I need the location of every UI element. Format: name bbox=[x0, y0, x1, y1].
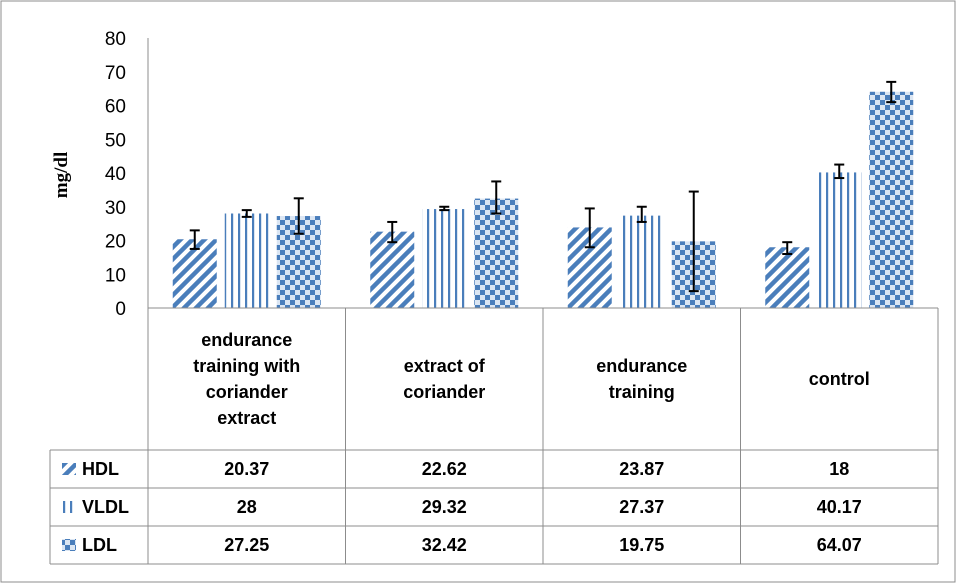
legend-label-vldl: VLDL bbox=[82, 497, 129, 517]
bar-hdl-0 bbox=[172, 239, 217, 308]
value-vldl-3: 40.17 bbox=[817, 497, 862, 517]
category-label-line: extract bbox=[217, 408, 276, 428]
bar-vldl-3 bbox=[817, 172, 862, 308]
value-hdl-1: 22.62 bbox=[422, 459, 467, 479]
data-table: endurance training with coriander extract ex… bbox=[49, 307, 939, 565]
legend-key-ldl bbox=[62, 539, 76, 551]
category-label-1: extract of coriander bbox=[403, 356, 486, 402]
bar-ldl-1 bbox=[474, 198, 519, 308]
value-vldl-1: 29.32 bbox=[422, 497, 467, 517]
category-label-line: endurance bbox=[201, 330, 292, 350]
category-label-2: endurance training bbox=[596, 356, 687, 402]
y-tick-label: 30 bbox=[105, 198, 126, 219]
value-ldl-1: 32.42 bbox=[422, 535, 467, 555]
error-bar-ldl-3 bbox=[886, 80, 897, 104]
value-hdl-3: 18 bbox=[829, 459, 849, 479]
category-label-0: endurance training with coriander extract bbox=[193, 330, 300, 428]
category-label-line: coriander bbox=[206, 382, 288, 402]
y-tick-label: 50 bbox=[105, 130, 126, 151]
error-bar-ldl-0 bbox=[293, 197, 304, 235]
legend-label-hdl: HDL bbox=[82, 459, 119, 479]
error-bar-vldl-0 bbox=[241, 209, 252, 218]
bars-group bbox=[172, 91, 914, 308]
value-ldl-2: 19.75 bbox=[619, 535, 664, 555]
value-hdl-2: 23.87 bbox=[619, 459, 664, 479]
error-bar-vldl-2 bbox=[636, 205, 647, 223]
category-label-line: training bbox=[609, 382, 675, 402]
y-tick-label: 10 bbox=[105, 265, 126, 286]
legend-key-hdl bbox=[62, 463, 76, 475]
legend-label-ldl: LDL bbox=[82, 535, 117, 555]
category-label-line: endurance bbox=[596, 356, 687, 376]
y-tick-label: 70 bbox=[105, 63, 126, 84]
bar-vldl-1 bbox=[422, 209, 467, 308]
error-bar-hdl-0 bbox=[189, 229, 200, 250]
bar-vldl-0 bbox=[224, 213, 269, 308]
error-bar-vldl-1 bbox=[439, 205, 450, 212]
bar-vldl-2 bbox=[619, 215, 664, 308]
value-vldl-0: 28 bbox=[237, 497, 257, 517]
bar-hdl-1 bbox=[370, 231, 415, 308]
error-bars-group bbox=[189, 80, 897, 293]
bar-hdl-3 bbox=[765, 247, 810, 308]
error-bar-vldl-3 bbox=[834, 163, 845, 180]
value-ldl-0: 27.25 bbox=[224, 535, 269, 555]
y-axis-title: mg/dl bbox=[51, 152, 72, 198]
legend-key-vldl bbox=[62, 501, 76, 513]
bar-ldl-3 bbox=[869, 91, 914, 308]
error-bar-ldl-2 bbox=[688, 190, 699, 293]
value-vldl-2: 27.37 bbox=[619, 497, 664, 517]
category-label-line: training with bbox=[193, 356, 300, 376]
value-ldl-3: 64.07 bbox=[817, 535, 862, 555]
error-bar-ldl-1 bbox=[491, 180, 502, 215]
category-label-line: extract of bbox=[404, 356, 486, 376]
category-label-3: control bbox=[809, 369, 870, 389]
error-bar-hdl-2 bbox=[584, 207, 595, 249]
error-bar-hdl-3 bbox=[782, 241, 793, 255]
y-tick-label: 20 bbox=[105, 232, 126, 253]
y-tick-label: 60 bbox=[105, 97, 126, 118]
value-hdl-0: 20.37 bbox=[224, 459, 269, 479]
y-axis: 0 10 20 30 40 50 60 70 80 bbox=[105, 29, 149, 320]
y-tick-label: 40 bbox=[105, 164, 126, 185]
category-label-line: coriander bbox=[403, 382, 485, 402]
y-tick-label: 80 bbox=[105, 29, 126, 50]
category-label-line: control bbox=[809, 369, 870, 389]
error-bar-hdl-1 bbox=[387, 220, 398, 244]
y-tick-label: 0 bbox=[115, 299, 126, 320]
